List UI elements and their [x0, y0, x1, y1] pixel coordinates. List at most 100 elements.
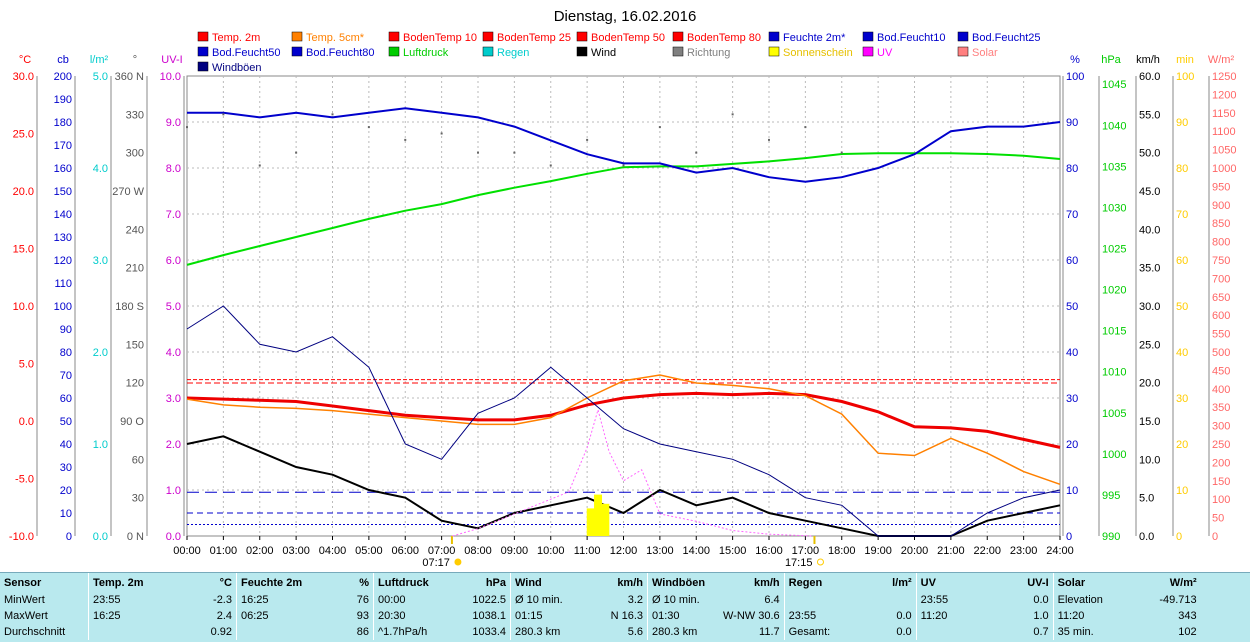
x-tick-label: 04:00 [319, 545, 347, 557]
right-axis-tick-label: 60.0 [1139, 71, 1160, 83]
left-axis-tick-label: 240 [126, 224, 144, 236]
right-axis-tick-label: 0 [1212, 531, 1218, 543]
right-axis-tick-label: 1010 [1102, 367, 1126, 379]
right-axis-tick-label: 550 [1212, 329, 1230, 341]
legend-label: Temp. 5cm* [306, 32, 365, 44]
left-axis-tick-label: 360 N [115, 71, 144, 83]
left-axis-tick-label: 160 [54, 163, 72, 175]
legend-label: Bod.Feucht50 [212, 47, 281, 59]
legend-swatch [388, 31, 400, 42]
right-axis-tick-label: 1005 [1102, 408, 1126, 420]
direction-point [731, 113, 734, 116]
right-axis-tick-label: 800 [1212, 237, 1230, 249]
right-axis-tick-label: 70 [1176, 209, 1188, 221]
stats-cell-value: 0.0 [1033, 594, 1049, 606]
stats-cell-time: 01:15 [510, 608, 585, 624]
x-tick-label: 05:00 [355, 545, 383, 557]
stats-cell-value: 6.4 [764, 594, 780, 606]
stats-cell-time: Ø 10 min. [647, 592, 719, 608]
stats-cell-value: 0.0 [896, 626, 912, 638]
stats-cell-time [236, 624, 311, 640]
direction-point [622, 164, 625, 167]
stats-cell-time: 280.3 km [510, 624, 585, 640]
right-axis-tick-label: 40.0 [1139, 224, 1160, 236]
legend-label: Bod.Feucht25 [972, 32, 1041, 44]
legend-label: Feuchte 2m* [783, 32, 846, 44]
x-tick-label: 24:00 [1046, 545, 1074, 557]
right-axis-tick-label: 1250 [1212, 71, 1236, 83]
left-axis-tick-label: 190 [54, 94, 72, 106]
left-axis-tick-label: 5.0 [19, 359, 34, 371]
right-axis-tick-label: 80 [1176, 163, 1188, 175]
stats-cell-value: 343 [1178, 610, 1197, 622]
left-axis-tick-label: 210 [126, 263, 144, 275]
x-tick-label: 07:00 [428, 545, 456, 557]
direction-point [804, 126, 807, 129]
right-axis-tick-label: 100 [1176, 71, 1194, 83]
sunshine-bar [586, 508, 595, 536]
stats-cell-time: 11:20 [915, 608, 991, 624]
sunset-label: 17:15 [785, 557, 813, 569]
legend-swatch [862, 46, 874, 57]
sunrise-label: 07:17 [422, 557, 450, 569]
right-axis-tick-label: 50 [1066, 301, 1078, 313]
stats-header-cell: Feuchte 2m [236, 573, 311, 592]
series-line [186, 374, 1061, 486]
left-axis-tick-label: 50 [60, 416, 72, 428]
direction-point [586, 138, 589, 141]
left-axis-tick-label: 120 [54, 255, 72, 267]
sunset-sun-icon [816, 558, 824, 566]
right-axis-tick-label: 700 [1212, 273, 1230, 285]
left-axis-tick-label: 40 [60, 439, 72, 451]
stats-header-unit: % [359, 576, 369, 589]
right-axis-tick-label: 1000 [1102, 449, 1126, 461]
stats-cell-value: 1022.5 [472, 594, 506, 606]
direction-point [549, 164, 552, 167]
right-axis-tick-label: 850 [1212, 218, 1230, 230]
right-axis-tick-label: 1030 [1102, 202, 1126, 214]
right-axis-tick-label: 500 [1212, 347, 1230, 359]
left-axis-tick-label: 110 [54, 278, 72, 290]
right-axis-tick-label: 50 [1176, 301, 1188, 313]
left-axis-tick-label: 330 [126, 109, 144, 121]
x-tick-label: 12:00 [610, 545, 638, 557]
right-axis-tick-label: 995 [1102, 490, 1120, 502]
right-axis-tick-label: 1050 [1212, 145, 1236, 157]
legend-label: Regen [497, 47, 529, 59]
left-axis-tick-label: 60 [132, 454, 144, 466]
stats-cell-time: 16:25 [236, 592, 311, 608]
legend-swatch [482, 46, 494, 57]
chart-svg: Dienstag, 16.02.2016 Temp. 2m Temp. 5cm* Bo… [9, 8, 1237, 569]
right-axis-tick-label: 90 [1176, 117, 1188, 129]
stats-cell-value: 93 [356, 610, 369, 622]
x-tick-label: 03:00 [282, 545, 310, 557]
stats-row-label: MinWert [4, 594, 45, 606]
left-axis-tick-label: 9.0 [166, 117, 181, 129]
right-axis-tick-label: 250 [1212, 439, 1230, 451]
direction-point [477, 151, 479, 154]
stats-cell-value: 102 [1178, 626, 1197, 638]
legend-label: Solar [972, 47, 998, 59]
left-axis-unit: UV-I [161, 54, 182, 66]
direction-point [768, 138, 770, 141]
x-tick-label: 00:00 [173, 545, 201, 557]
right-axis-tick-label: 900 [1212, 200, 1230, 212]
sunshine-bar [594, 494, 603, 536]
right-axis-unit: W/m² [1208, 54, 1235, 66]
x-tick-label: 01:00 [210, 545, 238, 557]
right-axis-tick-label: 10 [1066, 485, 1078, 497]
left-axis-tick-label: 120 [126, 378, 144, 390]
right-axis-tick-label: 1200 [1212, 89, 1236, 101]
left-axis-tick-label: 1.0 [166, 485, 181, 497]
stats-cell-time: 35 min. [1052, 624, 1134, 640]
right-axis-tick-label: 350 [1212, 402, 1230, 414]
direction-point [695, 151, 698, 154]
stats-row: Durchschnitt 0.92 86 ^1.7hPa/h 1033.4 280.3 k… [0, 624, 1201, 640]
x-tick-label: 17:00 [792, 545, 820, 557]
right-axis-tick-label: 1040 [1102, 120, 1126, 132]
right-axis-tick-label: 1000 [1212, 163, 1236, 175]
right-axis-unit: km/h [1136, 54, 1160, 66]
stats-header-cell: Solar [1052, 573, 1134, 592]
right-axis-tick-label: 1100 [1212, 126, 1236, 138]
stats-cell-value: 0.0 [896, 610, 912, 622]
